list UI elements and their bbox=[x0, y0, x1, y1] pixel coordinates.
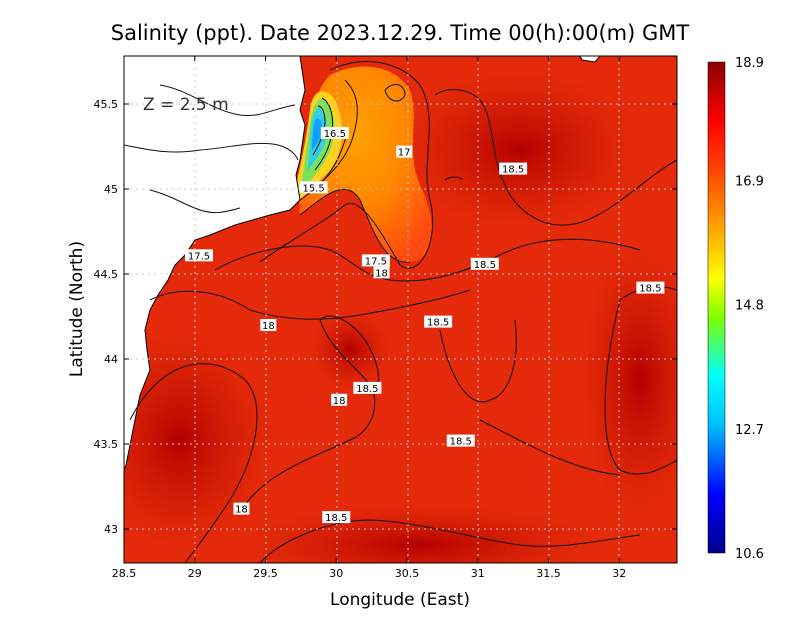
colorbar-tick-label: 18.9 bbox=[735, 56, 764, 71]
x-tick-label: 29.5 bbox=[253, 567, 278, 580]
contour-label: 18.5 bbox=[356, 384, 378, 395]
y-tick-label: 43.5 bbox=[94, 438, 119, 451]
y-tick-label: 45.5 bbox=[94, 98, 119, 111]
contour-label-bg bbox=[299, 181, 328, 194]
colorbar-ticks: 18.9 16.9 14.8 12.7 10.6 bbox=[735, 56, 764, 562]
contour-label: 17.5 bbox=[365, 256, 387, 267]
land-islet bbox=[579, 56, 601, 63]
plot-area bbox=[124, 56, 677, 563]
high-salinity-patch bbox=[400, 70, 640, 230]
x-tick-label: 28.5 bbox=[112, 567, 137, 580]
contour-label-bg bbox=[446, 434, 475, 447]
contour-label: 18 bbox=[262, 321, 275, 332]
colorbar bbox=[707, 61, 726, 554]
contour-label-bg bbox=[184, 249, 213, 262]
contour-label: 18.5 bbox=[639, 284, 661, 295]
land-border bbox=[149, 189, 241, 214]
contour-label: 18.5 bbox=[474, 260, 496, 271]
contour-label-bg bbox=[396, 145, 413, 158]
x-tick-label: 31.5 bbox=[536, 567, 561, 580]
contour-label: 17.5 bbox=[188, 251, 210, 262]
colorbar-tick-label: 14.8 bbox=[735, 299, 764, 314]
contour-label: 15.5 bbox=[302, 183, 324, 194]
contour-lines bbox=[129, 61, 677, 563]
contour-label: 18 bbox=[333, 396, 346, 407]
y-tick-label: 44.5 bbox=[94, 268, 119, 281]
x-tick-label: 29 bbox=[188, 567, 202, 580]
contour-label-bg bbox=[320, 126, 349, 139]
contour-label-bg bbox=[322, 511, 351, 524]
contour-label: 18.5 bbox=[427, 318, 449, 329]
contour-label: 16.5 bbox=[324, 129, 346, 140]
y-tick-label: 44 bbox=[104, 353, 118, 366]
contour-label: 17 bbox=[398, 148, 411, 159]
y-axis: 45.5 45 44.5 44 43.5 43 bbox=[94, 98, 677, 536]
contour-label-bg bbox=[499, 162, 528, 175]
high-salinity-patch bbox=[580, 240, 677, 520]
land-border bbox=[124, 142, 299, 161]
chart-title: Salinity (ppt). Date 2023.12.29. Time 00… bbox=[111, 21, 690, 45]
x-tick-label: 30.5 bbox=[395, 567, 420, 580]
x-axis: 28.5 29 29.5 30 30.5 31 31.5 32 bbox=[112, 56, 626, 580]
contour-label-bg bbox=[361, 254, 390, 267]
depth-label: Z = 2.5 m bbox=[143, 95, 229, 115]
x-tick-label: 32 bbox=[612, 567, 626, 580]
y-tick-label: 45 bbox=[104, 183, 118, 196]
high-salinity-patch bbox=[310, 310, 390, 390]
colorbar-tick-label: 16.9 bbox=[735, 174, 764, 189]
contour-label-bg bbox=[470, 257, 499, 270]
y-tick-label: 43 bbox=[104, 523, 118, 536]
contour-label: 18.5 bbox=[450, 437, 472, 448]
contour-label: 18 bbox=[375, 268, 388, 279]
contour-label-bg bbox=[331, 393, 348, 406]
land-border bbox=[159, 84, 296, 117]
colorbar-tick-label: 10.6 bbox=[735, 547, 764, 562]
x-tick-label: 31 bbox=[471, 567, 485, 580]
plot-frame bbox=[123, 55, 678, 564]
colorbar-tick-label: 12.7 bbox=[735, 423, 764, 438]
grid bbox=[124, 56, 677, 563]
contour-label-bg bbox=[233, 502, 250, 515]
contour-label: 18.5 bbox=[325, 513, 347, 524]
x-axis-label: Longitude (East) bbox=[330, 590, 470, 610]
contour-label: 18.5 bbox=[502, 165, 524, 176]
plume-blue bbox=[312, 118, 322, 150]
contour-label-bg bbox=[636, 281, 665, 294]
contour-label: 18 bbox=[235, 505, 248, 516]
contour-label-bg bbox=[353, 381, 382, 394]
contour-label-bg bbox=[373, 266, 390, 279]
contour-label-bg bbox=[260, 319, 277, 331]
contour-label-bg bbox=[424, 315, 453, 328]
y-axis-label: Latitude (North) bbox=[67, 241, 87, 377]
x-tick-label: 30 bbox=[329, 567, 343, 580]
